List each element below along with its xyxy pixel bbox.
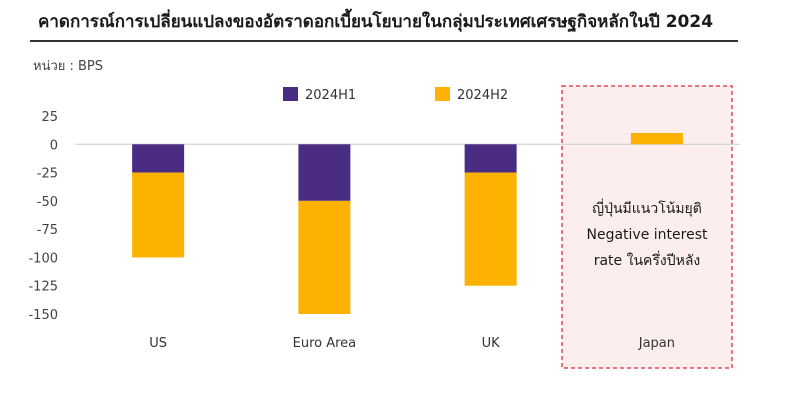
legend-swatch-2024H2 (435, 87, 450, 101)
y-tick-label: -100 (28, 251, 58, 266)
bar-2024H2-japan (630, 132, 683, 145)
x-category-label: Euro Area (293, 336, 357, 351)
bars (132, 132, 683, 314)
legend-label-2024H1: 2024H1 (305, 88, 356, 103)
title-underline (30, 40, 738, 42)
y-tick-label: -150 (28, 308, 58, 323)
y-tick-label: -25 (37, 167, 58, 182)
bar-2024H1-uk (464, 144, 517, 173)
japan-annotation: ญี่ปุ่นมีแนวโน้มยุติ Negative interest r… (562, 196, 732, 274)
y-tick-label: -75 (37, 223, 58, 238)
bar-2024H2-uk (464, 172, 517, 286)
x-category-label: US (149, 336, 167, 351)
x-axis-labels: US Euro Area UK Japan (149, 336, 675, 351)
bar-2024H2-us (132, 172, 185, 258)
bar-2024H1-us (132, 144, 185, 173)
x-category-label: UK (482, 336, 501, 351)
bar-2024H2-euro-area (298, 200, 351, 314)
y-tick-label: -125 (28, 280, 58, 295)
annotation-line-3: rate ในครึ่งปีหลัง (593, 253, 701, 269)
y-tick-label: -50 (37, 195, 58, 210)
bar-2024H1-euro-area (298, 144, 351, 201)
annotation-line-2: Negative interest (586, 227, 708, 243)
y-axis: 25 0 -25 -50 -75 -100 -125 -150 (28, 110, 58, 323)
unit-label: หน่วย : BPS (33, 59, 104, 74)
annotation-line-1: ญี่ปุ่นมีแนวโน้มยุติ (592, 201, 702, 217)
y-tick-label: 25 (41, 110, 58, 125)
x-category-label: Japan (638, 336, 675, 351)
legend: 2024H1 2024H2 (283, 87, 508, 103)
chart-title: คาดการณ์การเปลี่ยนแปลงของอัตราดอกเบี้ยนโ… (38, 12, 714, 32)
legend-swatch-2024H1 (283, 87, 298, 101)
y-tick-label: 0 (50, 138, 58, 153)
legend-label-2024H2: 2024H2 (457, 88, 508, 103)
